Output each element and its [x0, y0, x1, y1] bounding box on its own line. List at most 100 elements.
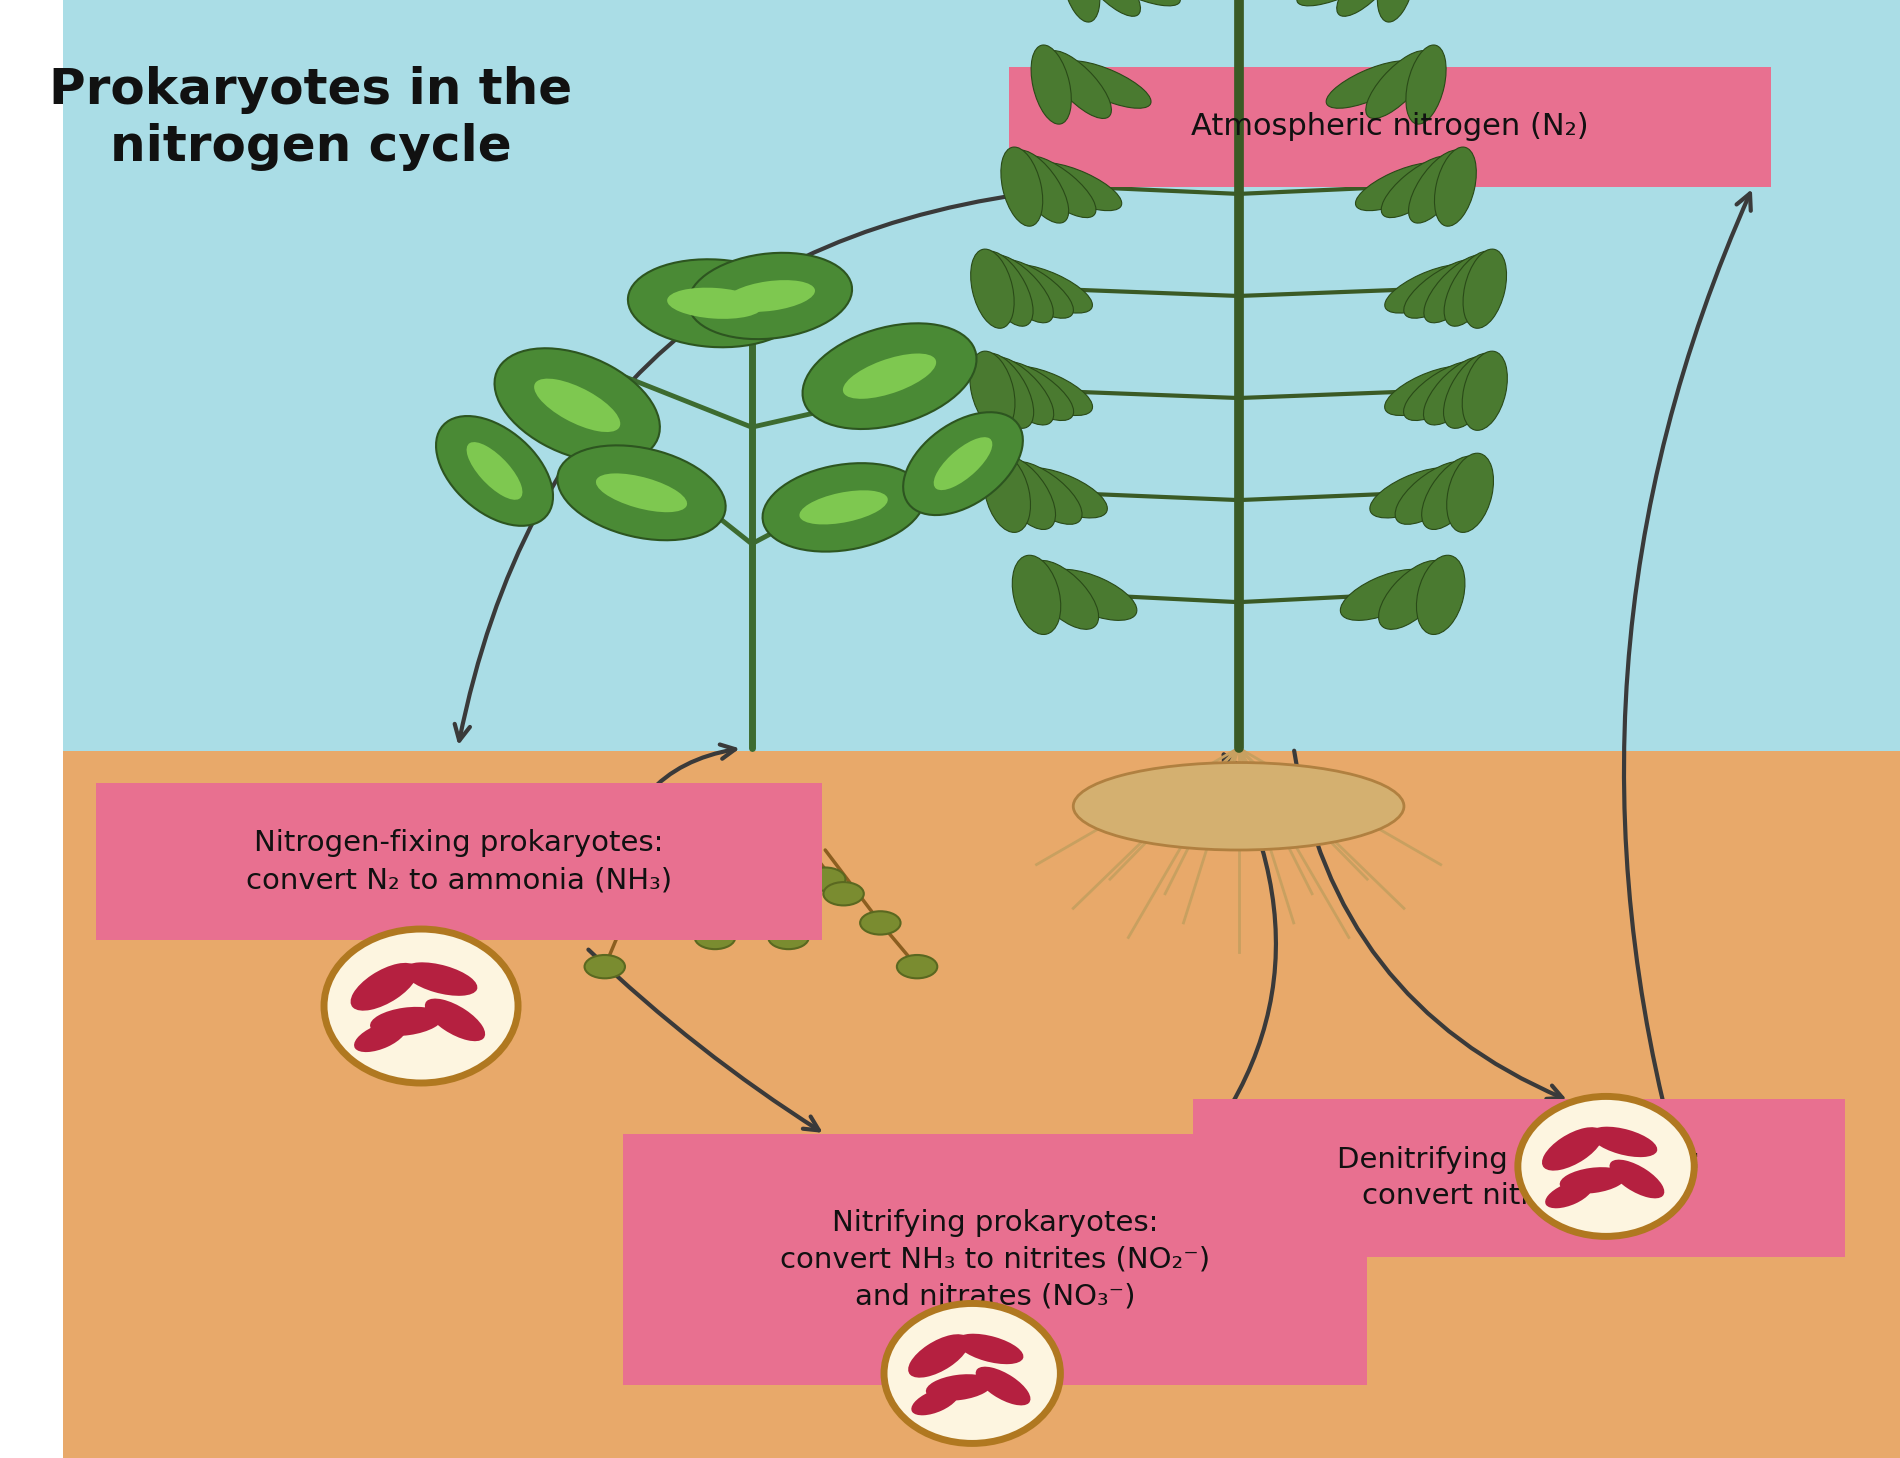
Ellipse shape: [978, 251, 1034, 327]
Ellipse shape: [908, 1334, 969, 1378]
Ellipse shape: [1340, 569, 1431, 621]
Ellipse shape: [1366, 51, 1431, 118]
Ellipse shape: [971, 249, 1015, 328]
Ellipse shape: [1355, 163, 1446, 210]
Ellipse shape: [1395, 461, 1471, 525]
Ellipse shape: [695, 926, 735, 949]
Ellipse shape: [897, 955, 937, 978]
Ellipse shape: [1017, 468, 1108, 518]
Ellipse shape: [726, 280, 815, 312]
Circle shape: [325, 929, 519, 1083]
Ellipse shape: [352, 962, 418, 1010]
Ellipse shape: [370, 1007, 443, 1037]
Ellipse shape: [1326, 61, 1416, 108]
Ellipse shape: [1074, 763, 1404, 850]
Ellipse shape: [1005, 461, 1083, 525]
FancyBboxPatch shape: [1009, 67, 1771, 187]
Ellipse shape: [640, 882, 680, 905]
Ellipse shape: [1378, 0, 1416, 22]
Ellipse shape: [969, 351, 1015, 430]
Ellipse shape: [902, 413, 1022, 515]
FancyBboxPatch shape: [623, 1134, 1368, 1385]
Ellipse shape: [1047, 569, 1136, 621]
Ellipse shape: [1404, 362, 1484, 420]
Ellipse shape: [925, 1375, 992, 1401]
Ellipse shape: [994, 260, 1074, 318]
Ellipse shape: [1385, 366, 1474, 416]
Ellipse shape: [844, 353, 937, 399]
Ellipse shape: [602, 911, 644, 935]
Ellipse shape: [1013, 555, 1060, 634]
Ellipse shape: [1030, 560, 1098, 630]
Ellipse shape: [762, 464, 925, 551]
Ellipse shape: [657, 868, 699, 891]
Ellipse shape: [667, 287, 762, 319]
Ellipse shape: [353, 1022, 407, 1053]
Ellipse shape: [1379, 560, 1448, 630]
Ellipse shape: [1406, 45, 1446, 124]
Ellipse shape: [1032, 45, 1072, 124]
Ellipse shape: [994, 362, 1074, 420]
Ellipse shape: [1416, 555, 1465, 634]
Ellipse shape: [732, 868, 771, 891]
Ellipse shape: [1011, 150, 1068, 223]
Ellipse shape: [1381, 156, 1455, 217]
Ellipse shape: [627, 260, 802, 347]
Ellipse shape: [597, 474, 688, 512]
Ellipse shape: [912, 1388, 960, 1416]
Circle shape: [1518, 1096, 1695, 1236]
Ellipse shape: [1423, 255, 1492, 322]
Ellipse shape: [534, 379, 619, 432]
Ellipse shape: [861, 911, 901, 935]
Ellipse shape: [806, 868, 846, 891]
Ellipse shape: [585, 955, 625, 978]
Text: Denitrifying prokaryotes:
convert nitrates to N₂: Denitrifying prokaryotes: convert nitrat…: [1338, 1146, 1700, 1210]
Text: Nitrifying prokaryotes:
convert NH₃ to nitrites (NO₂⁻)
and nitrates (NO₃⁻): Nitrifying prokaryotes: convert NH₃ to n…: [781, 1209, 1210, 1311]
Ellipse shape: [1003, 366, 1092, 416]
Ellipse shape: [800, 490, 887, 525]
Ellipse shape: [494, 348, 659, 462]
Ellipse shape: [1408, 150, 1465, 223]
Ellipse shape: [1404, 260, 1484, 318]
Ellipse shape: [1434, 147, 1476, 226]
Text: Nitrogen-fixing prokaryotes:
convert N₂ to ammonia (NH₃): Nitrogen-fixing prokaryotes: convert N₂ …: [245, 830, 673, 894]
Ellipse shape: [1091, 0, 1180, 6]
Ellipse shape: [1298, 0, 1387, 6]
Ellipse shape: [1385, 264, 1474, 313]
Ellipse shape: [768, 926, 809, 949]
FancyBboxPatch shape: [95, 783, 821, 940]
Ellipse shape: [1463, 351, 1507, 430]
Ellipse shape: [956, 1334, 1024, 1365]
Ellipse shape: [1609, 1159, 1664, 1198]
Ellipse shape: [1421, 456, 1482, 529]
Ellipse shape: [802, 324, 977, 429]
Text: Prokaryotes in the
nitrogen cycle: Prokaryotes in the nitrogen cycle: [49, 66, 572, 171]
Ellipse shape: [688, 252, 851, 340]
Ellipse shape: [1020, 156, 1096, 217]
Ellipse shape: [1338, 0, 1402, 16]
Ellipse shape: [1423, 357, 1492, 424]
Ellipse shape: [1370, 468, 1459, 518]
Ellipse shape: [1075, 0, 1140, 16]
Ellipse shape: [975, 1366, 1030, 1406]
Ellipse shape: [1463, 249, 1507, 328]
Ellipse shape: [1062, 0, 1100, 22]
Ellipse shape: [426, 999, 484, 1041]
Ellipse shape: [557, 445, 726, 541]
Ellipse shape: [403, 962, 477, 996]
Ellipse shape: [1560, 1168, 1626, 1194]
Ellipse shape: [933, 437, 992, 490]
Ellipse shape: [1032, 163, 1121, 210]
Ellipse shape: [1446, 453, 1493, 532]
Ellipse shape: [1444, 251, 1497, 327]
Ellipse shape: [978, 353, 1034, 429]
Ellipse shape: [435, 416, 553, 526]
Ellipse shape: [1062, 61, 1151, 108]
Ellipse shape: [1543, 1127, 1604, 1171]
Ellipse shape: [823, 882, 865, 905]
Ellipse shape: [1047, 51, 1112, 118]
Ellipse shape: [1003, 264, 1092, 313]
Circle shape: [884, 1303, 1060, 1443]
Ellipse shape: [1444, 353, 1499, 429]
Ellipse shape: [986, 255, 1053, 322]
